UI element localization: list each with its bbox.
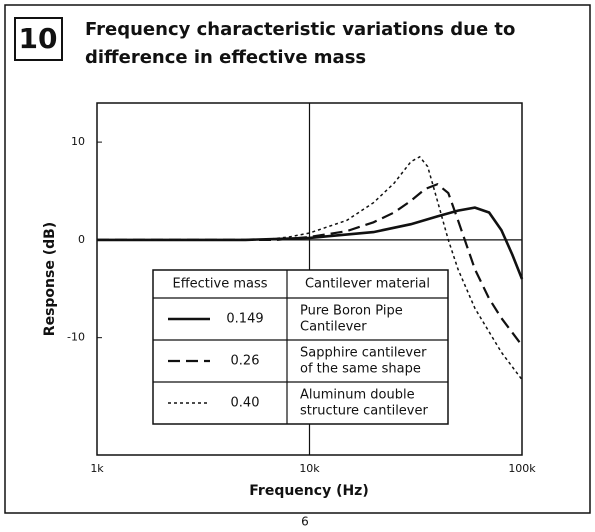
legend-label: 0.149 — [226, 312, 263, 327]
x-axis-label: Frequency (Hz) — [249, 483, 368, 499]
y-axis-label: Response (dB) — [42, 222, 58, 336]
figure-number: 10 — [19, 22, 58, 55]
legend-header: Cantilever material — [305, 277, 430, 292]
legend-material: Aluminum double — [300, 388, 415, 403]
frame — [4, 4, 591, 514]
page-number: 6 — [301, 515, 309, 529]
legend-box — [152, 269, 449, 425]
legend-label: 0.40 — [231, 396, 260, 411]
chart-title: difference in effective mass — [85, 47, 366, 68]
x-tick-label: 1k — [90, 462, 104, 475]
y-tick-label: -10 — [67, 331, 85, 344]
x-tick-label: 100k — [508, 462, 536, 475]
chart-title: Frequency characteristic variations due … — [85, 19, 515, 40]
legend-material: Sapphire cantilever — [300, 346, 427, 361]
legend-material: Cantilever — [300, 320, 367, 335]
legend-material: Pure Boron Pipe — [300, 304, 403, 319]
figure-box — [14, 17, 63, 61]
y-tick-label: 10 — [71, 135, 85, 148]
x-tick-label: 10k — [299, 462, 320, 475]
legend-material: of the same shape — [300, 362, 421, 377]
series-line — [97, 182, 523, 347]
legend-material: structure cantilever — [300, 404, 428, 419]
legend-header: Effective mass — [172, 277, 267, 292]
legend-label: 0.26 — [231, 354, 260, 369]
y-tick-label: 0 — [78, 233, 85, 246]
